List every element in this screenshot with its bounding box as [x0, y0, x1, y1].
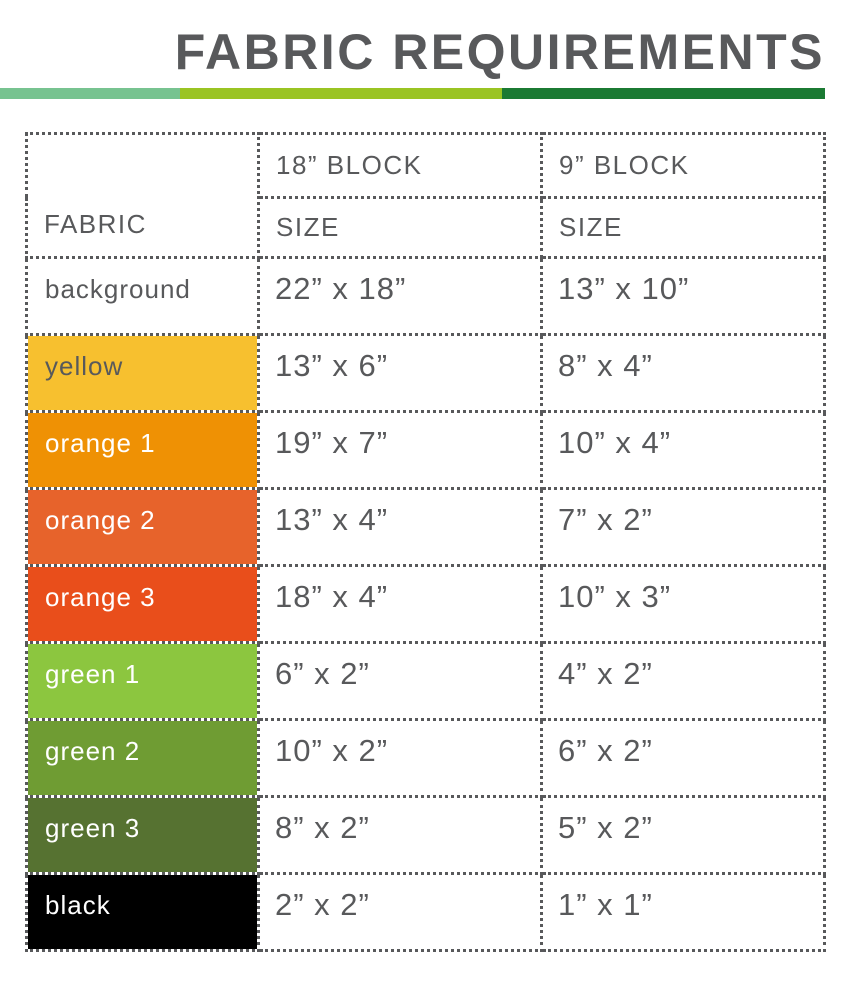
size-18-cell: 13” x 6”	[257, 333, 543, 413]
fabric-name-cell: orange 1	[25, 410, 260, 490]
size-18-cell: 10” x 2”	[257, 718, 543, 798]
header-fabric: FABRIC	[25, 132, 260, 259]
fabric-name-cell: yellow	[25, 333, 260, 413]
page-title: FABRIC REQUIREMENTS	[174, 24, 825, 80]
fabric-requirements-table: FABRIC 18” BLOCK 9” BLOCK SIZE SIZE back…	[25, 132, 826, 952]
accent-bar	[0, 88, 825, 99]
size-9-cell: 7” x 2”	[540, 487, 826, 567]
size-9-cell: 4” x 2”	[540, 641, 826, 721]
fabric-name-cell: green 1	[25, 641, 260, 721]
header-row-block: FABRIC 18” BLOCK 9” BLOCK	[25, 132, 826, 259]
accent-bar-dark-green-segment	[502, 88, 825, 99]
table-row-yellow: yellow 13” x 6” 8” x 4”	[25, 333, 826, 413]
fabric-name-cell: black	[25, 872, 260, 952]
accent-bar-yellow-green-segment	[180, 88, 502, 99]
size-9-cell: 10” x 3”	[540, 564, 826, 644]
table-row-green-2: green 2 10” x 2” 6” x 2”	[25, 718, 826, 798]
size-9-cell: 6” x 2”	[540, 718, 826, 798]
size-18-cell: 18” x 4”	[257, 564, 543, 644]
fabric-name-cell: green 3	[25, 795, 260, 875]
size-9-cell: 13” x 10”	[540, 256, 826, 336]
size-18-cell: 2” x 2”	[257, 872, 543, 952]
fabric-name-cell: background	[25, 256, 260, 336]
header-size-9: SIZE	[540, 196, 826, 259]
size-18-cell: 22” x 18”	[257, 256, 543, 336]
header-18-block: 18” BLOCK	[257, 132, 543, 199]
table-row-green-3: green 3 8” x 2” 5” x 2”	[25, 795, 826, 875]
fabric-name-cell: orange 3	[25, 564, 260, 644]
fabric-name-cell: orange 2	[25, 487, 260, 567]
size-18-cell: 13” x 4”	[257, 487, 543, 567]
table-row-green-1: green 1 6” x 2” 4” x 2”	[25, 641, 826, 721]
table-row-orange-3: orange 3 18” x 4” 10” x 3”	[25, 564, 826, 644]
accent-bar-light-green-segment	[0, 88, 180, 99]
size-18-cell: 6” x 2”	[257, 641, 543, 721]
table-row-orange-1: orange 1 19” x 7” 10” x 4”	[25, 410, 826, 490]
header-9-block: 9” BLOCK	[540, 132, 826, 199]
size-9-cell: 10” x 4”	[540, 410, 826, 490]
header-size-18: SIZE	[257, 196, 543, 259]
size-18-cell: 19” x 7”	[257, 410, 543, 490]
table-row-black: black 2” x 2” 1” x 1”	[25, 872, 826, 952]
size-9-cell: 1” x 1”	[540, 872, 826, 952]
fabric-name-cell: green 2	[25, 718, 260, 798]
size-18-cell: 8” x 2”	[257, 795, 543, 875]
size-9-cell: 8” x 4”	[540, 333, 826, 413]
size-9-cell: 5” x 2”	[540, 795, 826, 875]
table-row-background: background 22” x 18” 13” x 10”	[25, 256, 826, 336]
header-row-size: SIZE SIZE	[27, 196, 826, 259]
table-row-orange-2: orange 2 13” x 4” 7” x 2”	[25, 487, 826, 567]
